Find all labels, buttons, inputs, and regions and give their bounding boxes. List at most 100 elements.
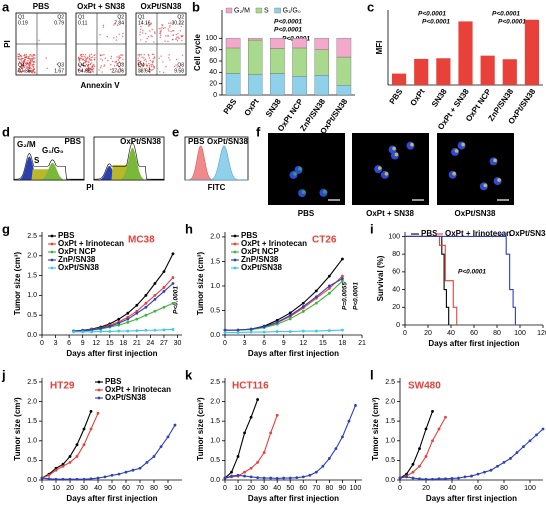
- y-tick-label: 80: [392, 251, 400, 258]
- event-dot: [24, 69, 27, 71]
- bar-segment: [248, 39, 263, 75]
- event-dot: [148, 55, 150, 57]
- point: [437, 427, 441, 431]
- event-dot: [159, 32, 161, 35]
- point: [489, 468, 493, 472]
- point: [236, 473, 240, 477]
- event-dot: [101, 59, 104, 61]
- event-dot: [169, 24, 171, 27]
- point: [68, 477, 72, 481]
- point: [275, 322, 279, 326]
- event-dot: [160, 28, 162, 30]
- g1-peak: [94, 165, 164, 180]
- legend-label: PBS: [105, 377, 122, 386]
- event-dot: [32, 60, 34, 63]
- legend-label: OxPt + Irinotecan: [241, 239, 307, 248]
- x-tick-label: 30: [80, 485, 88, 492]
- event-dot: [160, 55, 162, 57]
- event-dot: [87, 69, 90, 71]
- axis-label: Days after first injection: [426, 494, 517, 503]
- event-dot: [139, 31, 141, 33]
- x-tick-label: 18: [339, 340, 347, 347]
- event-dot: [142, 32, 144, 34]
- event-dot: [167, 35, 169, 38]
- y-tick-label: 0.0: [385, 477, 395, 484]
- point: [275, 413, 279, 417]
- point: [301, 301, 305, 305]
- point: [288, 313, 292, 317]
- series-line: [41, 411, 92, 479]
- panel-label: k: [185, 367, 193, 382]
- point: [496, 464, 499, 468]
- annotation: P<0.0001: [274, 27, 302, 34]
- event-dot: [116, 63, 118, 65]
- event-dot: [103, 64, 106, 66]
- event-dot: [20, 57, 23, 60]
- event-dot: [149, 59, 152, 62]
- point: [152, 455, 156, 458]
- quadrant-value: 7.84: [114, 20, 124, 26]
- event-dot: [146, 37, 148, 40]
- event-dot: [93, 65, 96, 68]
- event-dot: [151, 60, 153, 63]
- legend-marker: [97, 380, 101, 384]
- point: [424, 427, 428, 431]
- panel-label: h: [185, 221, 193, 236]
- legend-marker: [97, 388, 101, 392]
- x-tick-label: 10: [234, 485, 242, 492]
- event-dot: [89, 63, 92, 65]
- event-dot: [142, 65, 144, 68]
- event-dot: [83, 59, 86, 62]
- bar-segment: [225, 38, 241, 49]
- event-dot: [152, 60, 155, 62]
- event-dot: [168, 54, 170, 56]
- point: [54, 466, 58, 470]
- event-dot: [117, 24, 119, 27]
- event-dot: [20, 66, 23, 68]
- event-dot: [94, 57, 96, 59]
- point: [341, 277, 344, 280]
- event-dot: [177, 32, 179, 35]
- x-tick-label: 100: [524, 485, 536, 492]
- event-dot: [30, 67, 32, 70]
- x-tick-label: 24: [146, 340, 154, 347]
- chart-title: CT26: [312, 235, 337, 246]
- event-dot: [28, 61, 31, 64]
- point: [249, 466, 253, 470]
- point: [126, 315, 130, 319]
- event-dot: [91, 56, 94, 58]
- point: [54, 468, 58, 472]
- point: [341, 257, 344, 261]
- x-tick-label: 60: [122, 485, 130, 492]
- event-dot: [103, 65, 105, 67]
- event-dot: [23, 54, 25, 57]
- bar: [414, 58, 429, 85]
- event-dot: [81, 56, 84, 58]
- point: [444, 477, 447, 481]
- event-dot: [85, 59, 87, 61]
- axis-label: Days after first injection: [66, 349, 157, 358]
- point: [301, 475, 305, 479]
- legend-label: OxPt/SN38: [58, 263, 99, 272]
- event-dot: [148, 67, 151, 69]
- annotation: P=0.0055: [342, 282, 349, 310]
- annotation: P<0.0001: [173, 286, 180, 314]
- event-dot: [45, 57, 47, 59]
- event-dot: [33, 71, 35, 74]
- event-dot: [137, 59, 139, 62]
- quadrant-name: Q2: [117, 14, 124, 20]
- event-dot: [144, 32, 147, 35]
- annotation: P<0.0001: [492, 11, 520, 18]
- bar-segment: [292, 38, 307, 49]
- event-dot: [17, 53, 19, 55]
- axis-label: Days after first injection: [248, 349, 339, 358]
- y-tick-label: 0: [396, 322, 400, 329]
- event-dot: [175, 64, 177, 66]
- series-line: [224, 405, 356, 479]
- point: [249, 415, 253, 419]
- micrograph: [268, 133, 345, 205]
- event-dot: [137, 66, 140, 68]
- legend-label: G₂/M: [234, 7, 250, 14]
- y-tick-label: 2.0: [210, 234, 220, 241]
